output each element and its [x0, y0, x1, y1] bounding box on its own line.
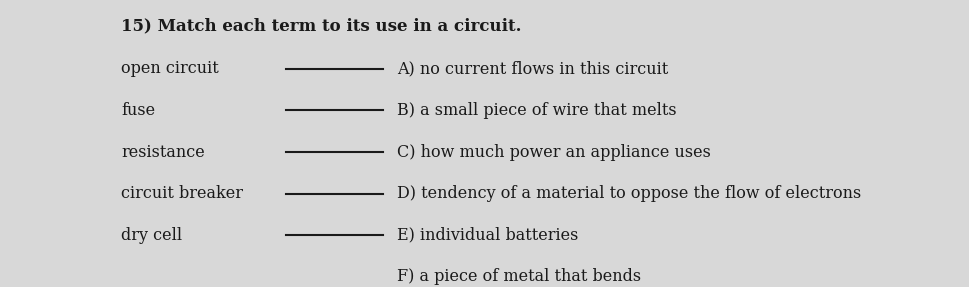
Text: B) a small piece of wire that melts: B) a small piece of wire that melts [397, 102, 677, 119]
Text: open circuit: open circuit [121, 60, 219, 77]
Text: circuit breaker: circuit breaker [121, 185, 243, 202]
Text: E) individual batteries: E) individual batteries [397, 227, 578, 244]
Text: D) tendency of a material to oppose the flow of electrons: D) tendency of a material to oppose the … [397, 185, 861, 202]
Text: resistance: resistance [121, 144, 204, 161]
Text: C) how much power an appliance uses: C) how much power an appliance uses [397, 144, 711, 161]
Text: fuse: fuse [121, 102, 155, 119]
Text: dry cell: dry cell [121, 227, 182, 244]
Text: A) no current flows in this circuit: A) no current flows in this circuit [397, 60, 669, 77]
Text: F) a piece of metal that bends: F) a piece of metal that bends [397, 268, 641, 286]
Text: 15) Match each term to its use in a circuit.: 15) Match each term to its use in a circ… [121, 17, 521, 34]
